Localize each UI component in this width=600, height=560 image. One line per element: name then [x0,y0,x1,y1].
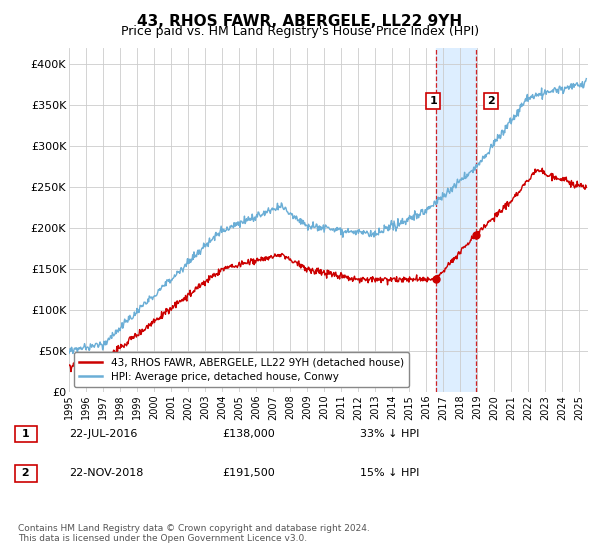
Text: Contains HM Land Registry data © Crown copyright and database right 2024.
This d: Contains HM Land Registry data © Crown c… [18,524,370,543]
Text: 1: 1 [429,96,437,106]
Text: 22-NOV-2018: 22-NOV-2018 [69,468,143,478]
Text: 43, RHOS FAWR, ABERGELE, LL22 9YH: 43, RHOS FAWR, ABERGELE, LL22 9YH [137,14,463,29]
Text: 2: 2 [18,468,34,478]
Text: 2: 2 [487,96,495,106]
Text: 15% ↓ HPI: 15% ↓ HPI [360,468,419,478]
Bar [436,48,476,392]
Legend: 43, RHOS FAWR, ABERGELE, LL22 9YH (detached house), HPI: Average price, detached: 43, RHOS FAWR, ABERGELE, LL22 9YH (detac… [74,352,409,387]
Text: 22-JUL-2016: 22-JUL-2016 [69,429,137,439]
Text: Price paid vs. HM Land Registry's House Price Index (HPI): Price paid vs. HM Land Registry's House … [121,25,479,38]
Text: £138,000: £138,000 [222,429,275,439]
Text: £191,500: £191,500 [222,468,275,478]
Text: 33% ↓ HPI: 33% ↓ HPI [360,429,419,439]
Text: 1: 1 [18,429,34,439]
